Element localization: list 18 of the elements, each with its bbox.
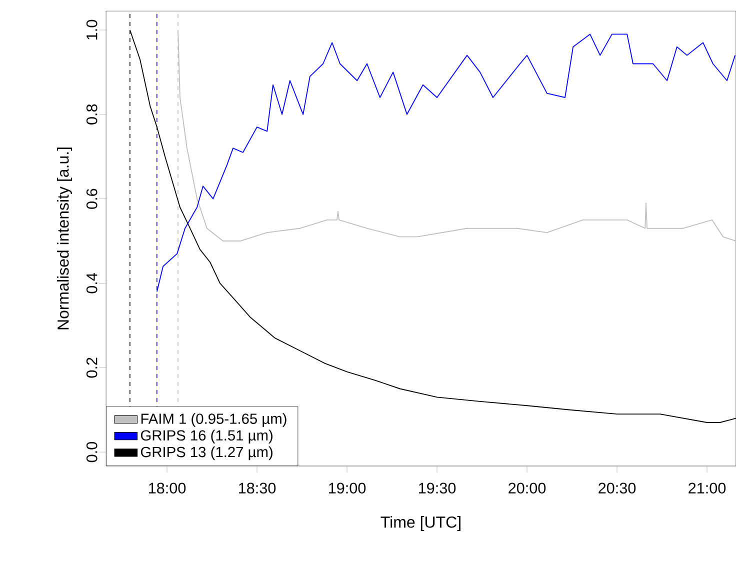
y-axis-title: Normalised intensity [a.u.] <box>57 148 72 330</box>
x-axis-title: Time [UTC] <box>380 516 460 531</box>
y-tick-label: 0.6 <box>86 188 98 209</box>
y-tick-label: 0.0 <box>86 442 98 462</box>
legend-label: GRIPS 16 (1.51 µm) <box>140 430 272 444</box>
x-tick-label: 19:30 <box>419 482 456 494</box>
legend-label: GRIPS 13 (1.27 µm) <box>140 446 272 460</box>
legend-label: FAIM 1 (0.95-1.65 µm) <box>141 413 286 427</box>
x-tick-label: 20:30 <box>598 482 636 494</box>
y-tick-label: 0.4 <box>86 273 98 294</box>
y-tick-label: 1.0 <box>86 20 98 40</box>
x-tick-label: 19:00 <box>329 482 366 494</box>
x-tick-label: 21:00 <box>688 482 726 494</box>
x-tick-label: 20:00 <box>508 482 546 494</box>
y-tick-label: 0.8 <box>86 104 98 124</box>
x-tick-label: 18:00 <box>149 482 186 494</box>
x-tick-label: 18:30 <box>239 482 276 494</box>
y-tick-label: 0.2 <box>86 358 98 378</box>
